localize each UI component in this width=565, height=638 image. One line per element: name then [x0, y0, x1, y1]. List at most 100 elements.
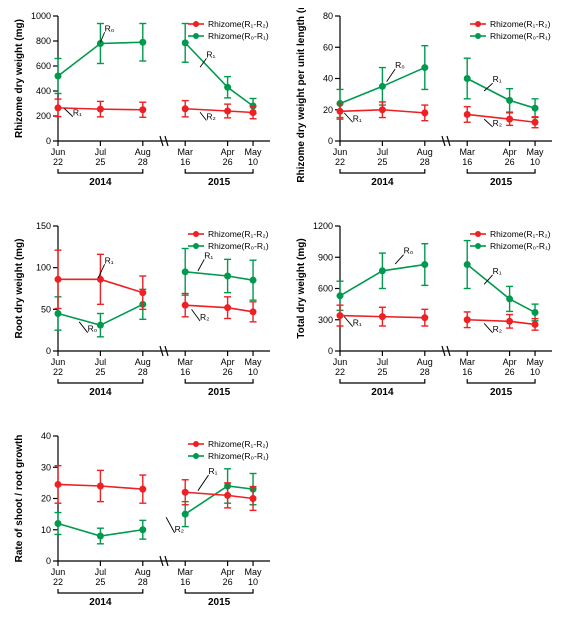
svg-text:R₁: R₁: [353, 318, 362, 328]
svg-text:R₁: R₁: [209, 466, 218, 476]
svg-text:400: 400: [36, 86, 51, 96]
svg-text:Aug: Aug: [135, 567, 151, 577]
svg-text:800: 800: [36, 36, 51, 46]
svg-text:0: 0: [46, 346, 51, 356]
svg-text:2015: 2015: [490, 177, 513, 188]
svg-text:900: 900: [318, 252, 333, 262]
svg-text:28: 28: [420, 157, 430, 167]
svg-text:16: 16: [180, 157, 190, 167]
svg-text:1200: 1200: [313, 221, 333, 231]
svg-text:2014: 2014: [371, 387, 394, 398]
svg-text:R₂: R₂: [493, 118, 502, 128]
svg-text:R₁: R₁: [493, 74, 502, 84]
svg-text:Mar: Mar: [459, 357, 475, 367]
svg-text:May: May: [527, 147, 545, 157]
svg-text:10: 10: [248, 577, 258, 587]
svg-text:0: 0: [328, 136, 333, 146]
svg-text:R₀: R₀: [88, 324, 98, 334]
svg-text:Rhizome dry weight per unit le: Rhizome dry weight per unit length (mg/c…: [296, 8, 307, 183]
svg-text:Aug: Aug: [417, 147, 433, 157]
svg-text:0: 0: [46, 556, 51, 566]
svg-text:Rhizome(R₀-R₁): Rhizome(R₀-R₁): [208, 31, 269, 41]
svg-text:Rate of shoot / root growth: Rate of shoot / root growth: [14, 435, 25, 563]
svg-text:26: 26: [505, 157, 515, 167]
svg-text:20: 20: [41, 494, 51, 504]
panel-rhizome_unit_length: 020406080Rhizome dry weight per unit len…: [292, 8, 562, 193]
svg-text:16: 16: [462, 367, 472, 377]
svg-text:R₁: R₁: [206, 50, 215, 60]
svg-text:R₂: R₂: [493, 324, 502, 334]
svg-text:May: May: [245, 357, 263, 367]
svg-text:25: 25: [95, 577, 105, 587]
svg-text:50: 50: [41, 304, 51, 314]
svg-text:26: 26: [223, 157, 233, 167]
svg-text:2015: 2015: [208, 597, 231, 608]
svg-text:Rhizome(R₁-R₂): Rhizome(R₁-R₂): [208, 19, 269, 29]
svg-text:R₂: R₂: [175, 524, 184, 534]
svg-text:Jun: Jun: [51, 567, 66, 577]
svg-text:Rhizome(R₀-R₁): Rhizome(R₀-R₁): [208, 451, 269, 461]
svg-text:16: 16: [180, 577, 190, 587]
svg-text:2015: 2015: [490, 387, 513, 398]
svg-text:Jun: Jun: [333, 357, 348, 367]
svg-text:Jun: Jun: [51, 147, 66, 157]
svg-text:Rhizome(R₁-R₂): Rhizome(R₁-R₂): [208, 229, 269, 239]
svg-text:Rhizome(R₀-R₁): Rhizome(R₀-R₁): [490, 241, 551, 251]
svg-text:May: May: [245, 567, 263, 577]
figure-page: { "colors": { "series_red": "#ed2024", "…: [0, 0, 565, 638]
panel-rhizome_dry: 02004006008001000Rhizome dry weight (mg)…: [10, 8, 280, 193]
svg-text:10: 10: [530, 157, 540, 167]
svg-text:Mar: Mar: [177, 357, 193, 367]
svg-text:300: 300: [318, 315, 333, 325]
svg-text:600: 600: [318, 284, 333, 294]
svg-text:26: 26: [505, 367, 515, 377]
svg-text:22: 22: [53, 157, 63, 167]
svg-text:0: 0: [328, 346, 333, 356]
svg-text:10: 10: [41, 525, 51, 535]
svg-text:R₁: R₁: [73, 108, 82, 118]
svg-text:Jul: Jul: [95, 567, 107, 577]
svg-text:May: May: [527, 357, 545, 367]
svg-text:10: 10: [248, 367, 258, 377]
svg-text:R₀: R₀: [395, 60, 405, 70]
svg-text:Jul: Jul: [377, 147, 389, 157]
svg-text:20: 20: [323, 105, 333, 115]
svg-text:25: 25: [377, 157, 387, 167]
svg-text:60: 60: [323, 42, 333, 52]
svg-text:25: 25: [95, 157, 105, 167]
svg-text:Apr: Apr: [503, 357, 517, 367]
panel-root_dry: 050100150Root dry weight (mg)Jun22Jul25A…: [10, 218, 280, 403]
svg-text:25: 25: [95, 367, 105, 377]
svg-text:Rhizome(R₁-R₂): Rhizome(R₁-R₂): [208, 439, 269, 449]
svg-text:Aug: Aug: [417, 357, 433, 367]
svg-text:2015: 2015: [208, 177, 231, 188]
svg-text:Apr: Apr: [221, 567, 235, 577]
svg-text:Apr: Apr: [221, 357, 235, 367]
svg-text:Apr: Apr: [503, 147, 517, 157]
svg-text:Mar: Mar: [177, 567, 193, 577]
svg-text:Rhizome(R₁-R₂): Rhizome(R₁-R₂): [490, 229, 551, 239]
svg-text:2014: 2014: [89, 597, 112, 608]
svg-text:Mar: Mar: [177, 147, 193, 157]
svg-text:10: 10: [248, 157, 258, 167]
svg-text:2014: 2014: [89, 387, 112, 398]
svg-text:80: 80: [323, 11, 333, 21]
svg-text:Jul: Jul: [377, 357, 389, 367]
svg-text:Rhizome dry weight (mg): Rhizome dry weight (mg): [14, 19, 25, 138]
svg-text:10: 10: [530, 367, 540, 377]
svg-text:0: 0: [46, 136, 51, 146]
svg-text:R₁: R₁: [204, 250, 213, 260]
svg-text:Jun: Jun: [333, 147, 348, 157]
svg-text:2014: 2014: [371, 177, 394, 188]
svg-text:R₀: R₀: [404, 246, 414, 256]
svg-text:28: 28: [138, 157, 148, 167]
svg-text:22: 22: [53, 367, 63, 377]
svg-text:R₀: R₀: [105, 23, 115, 33]
svg-text:Apr: Apr: [221, 147, 235, 157]
svg-text:Jul: Jul: [95, 147, 107, 157]
svg-text:200: 200: [36, 111, 51, 121]
svg-text:R₁: R₁: [353, 113, 362, 123]
svg-text:R₂: R₂: [206, 111, 215, 121]
svg-text:16: 16: [180, 367, 190, 377]
svg-text:R₁: R₁: [105, 255, 114, 265]
